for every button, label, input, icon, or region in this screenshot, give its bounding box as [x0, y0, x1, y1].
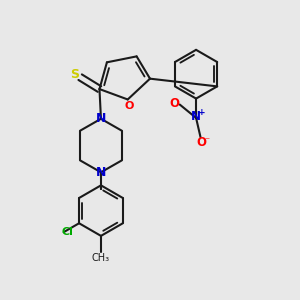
Text: O: O	[196, 136, 206, 149]
Text: N: N	[191, 110, 201, 123]
Text: ⁻: ⁻	[205, 136, 210, 146]
Text: Cl: Cl	[61, 227, 73, 237]
Text: S: S	[70, 68, 79, 81]
Text: CH₃: CH₃	[92, 253, 110, 263]
Text: +: +	[198, 108, 205, 117]
Text: N: N	[96, 112, 106, 125]
Text: N: N	[96, 166, 106, 179]
Text: O: O	[124, 101, 134, 111]
Text: O: O	[169, 97, 179, 110]
